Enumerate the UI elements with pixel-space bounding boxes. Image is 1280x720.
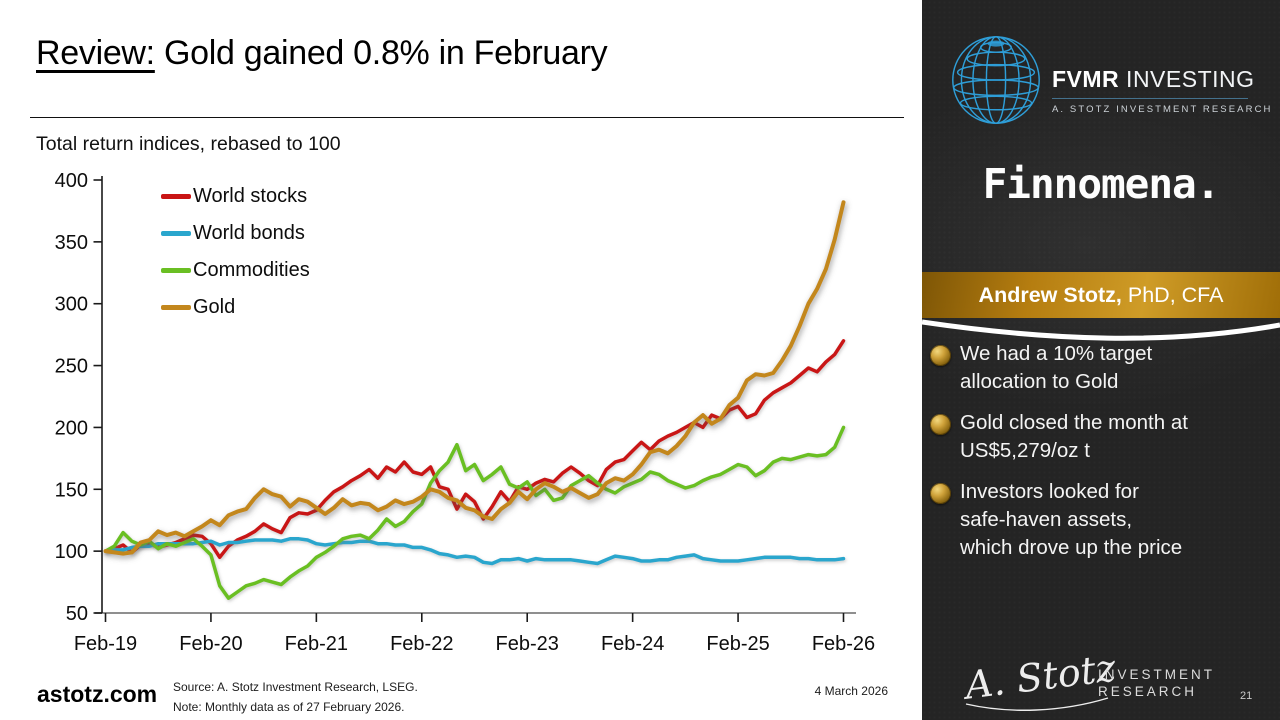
slide-date: 4 March 2026 [814,684,888,698]
y-tick-label: 50 [66,603,88,625]
fvmr-word: FVMR [1052,66,1120,92]
x-tick-label: Feb-20 [179,633,242,655]
data-note: Note: Monthly data as of 27 February 202… [173,700,405,714]
page-number: 21 [1240,690,1253,702]
x-tick-label: Feb-22 [390,633,453,655]
bullet-list: We had a 10% target allocation to Gold G… [930,340,1270,575]
series-line-world-bonds [103,537,846,566]
gold-coin-bullet-icon [930,345,951,366]
finnomena-logo: Finnomena. [982,160,1221,208]
signature-subtitle: INVESTMENT RESEARCH [1098,666,1215,700]
list-item: Investors looked for safe-haven assets, … [930,478,1270,562]
author-name: Andrew Stotz, [978,283,1122,307]
website-link[interactable]: astotz.com [37,681,158,707]
legend-item: World bonds [161,215,310,252]
sidebar: FVMR INVESTING A. STOTZ INVESTMENT RESEA… [922,0,1280,720]
banner-swoosh [922,319,1280,341]
title-rest: Gold gained 0.8% in February [154,34,608,72]
series-line-gold [103,200,846,556]
x-tick-label: Feb-26 [812,633,875,655]
source-note: Source: A. Stotz Investment Research, LS… [173,680,418,694]
bullet-text: Gold closed the month at US$5,279/oz t [960,411,1188,462]
x-tick-label: Feb-23 [496,633,559,655]
returns-line-chart: 400 350 300 250 200 150 100 50 Feb-19 Feb-20 Feb-2… [55,170,876,655]
gold-coin-bullet-icon [930,414,951,435]
author-banner: Andrew Stotz, PhD, CFA [922,272,1280,318]
y-tick-label: 200 [55,417,88,439]
y-tick-label: 350 [55,232,88,254]
chart-axes: 400 350 300 250 200 150 100 50 Feb-19 Feb-20 Feb-2… [55,170,876,655]
legend-label: Commodities [193,259,310,281]
x-tick-label: Feb-21 [285,633,348,655]
fvmr-logo-block: FVMR INVESTING A. STOTZ INVESTMENT RESEA… [1052,66,1273,115]
x-tick-label: Feb-25 [706,633,769,655]
y-tick-label: 150 [55,479,88,501]
signature-sub-line1: INVESTMENT [1098,667,1216,682]
x-tick-label: Feb-24 [601,633,664,655]
chart-legend: World stocks World bonds Commodities Gold [161,178,310,326]
author-credentials: PhD, CFA [1121,283,1224,307]
legend-item: Commodities [161,252,310,289]
legend-swatch [161,231,191,236]
title-review-word: Review: [36,34,155,72]
chart-series-lines [103,200,846,600]
signature-text: A. Stotz [960,646,1118,708]
legend-label: Gold [193,296,236,318]
investing-word: INVESTING [1119,66,1255,92]
logo-divider [1052,98,1248,99]
list-item: Gold closed the month at US$5,279/oz t [930,409,1270,465]
legend-label: World stocks [193,185,308,207]
legend-item: Gold [161,289,310,326]
signature: A. Stotz [960,646,1118,711]
chart-subtitle: Total return indices, rebased to 100 [36,133,341,155]
y-tick-label: 400 [55,170,88,192]
legend-item: World stocks [161,178,310,215]
main-content-area: Review: Gold gained 0.8% in February Tot… [30,34,904,717]
logo-tagline: A. STOTZ INVESTMENT RESEARCH [1052,104,1273,115]
fvmr-logo-text: FVMR INVESTING [1052,66,1258,93]
x-tick-label: Feb-19 [74,633,137,655]
page-title: Review: Gold gained 0.8% in February [36,34,608,73]
legend-swatch [161,305,191,310]
signature-sub-line2: RESEARCH [1098,684,1198,699]
legend-swatch [161,268,191,273]
bullet-text: Investors looked for safe-haven assets, … [960,480,1183,559]
series-line-commodities [103,425,846,600]
legend-label: World bonds [193,222,305,244]
y-tick-label: 250 [55,356,88,378]
bullet-text: We had a 10% target allocation to Gold [960,342,1153,393]
y-tick-label: 100 [55,541,88,563]
globe-logo-icon [952,36,1040,124]
source-note-block: Source: A. Stotz Investment Research, LS… [173,677,418,717]
list-item: We had a 10% target allocation to Gold [930,340,1270,396]
title-divider [30,117,904,118]
gold-coin-bullet-icon [930,483,951,504]
y-tick-label: 300 [55,294,88,316]
legend-swatch [161,194,191,199]
